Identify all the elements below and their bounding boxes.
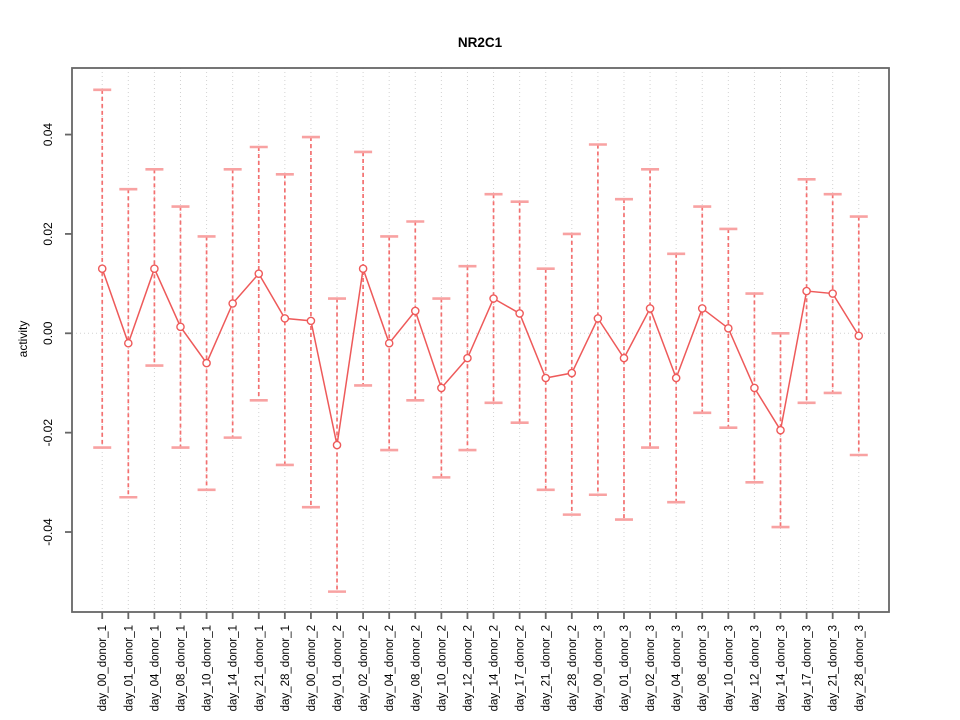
data-point bbox=[384, 338, 394, 348]
data-point bbox=[254, 269, 264, 278]
x-tick-label: day_00_donor_2 bbox=[306, 625, 318, 711]
x-tick-label: day_01_donor_1 bbox=[123, 625, 135, 711]
x-tick-label: day_17_donor_3 bbox=[802, 625, 814, 711]
data-point bbox=[332, 440, 342, 450]
data-point bbox=[802, 286, 811, 296]
x-tick-label: day_14_donor_2 bbox=[489, 625, 501, 711]
x-tick-label: day_10_donor_2 bbox=[436, 625, 448, 711]
data-point bbox=[176, 322, 185, 332]
x-tick-label: day_28_donor_3 bbox=[854, 625, 866, 711]
data-point bbox=[515, 309, 524, 318]
data-point bbox=[124, 338, 133, 348]
x-tick-label: day_21_donor_2 bbox=[541, 625, 553, 711]
data-point bbox=[776, 425, 785, 435]
data-point bbox=[437, 383, 446, 393]
series-line-layer bbox=[101, 266, 860, 446]
data-point bbox=[97, 264, 107, 274]
x-tick-label: day_28_donor_2 bbox=[567, 625, 579, 711]
x-tick-label: day_17_donor_2 bbox=[515, 625, 527, 711]
data-point bbox=[854, 331, 864, 341]
data-point bbox=[463, 353, 472, 363]
x-tick-label: day_21_donor_3 bbox=[828, 625, 840, 711]
data-point bbox=[202, 358, 211, 368]
x-tick-label: day_14_donor_3 bbox=[776, 625, 788, 711]
axes-layer bbox=[65, 67, 890, 619]
data-point bbox=[358, 264, 368, 274]
x-tick-label: day_02_donor_3 bbox=[645, 625, 657, 711]
x-tick-label: day_01_donor_2 bbox=[332, 625, 344, 711]
data-point bbox=[306, 316, 316, 326]
data-point bbox=[724, 324, 733, 333]
y-tick-label: 0.00 bbox=[41, 321, 55, 345]
data-point bbox=[541, 373, 551, 383]
x-tick-label: day_04_donor_2 bbox=[384, 625, 396, 711]
x-tick-label: day_04_donor_3 bbox=[671, 625, 683, 711]
x-tick-label: day_08_donor_2 bbox=[410, 625, 422, 711]
x-tick-label: day_10_donor_1 bbox=[202, 625, 214, 711]
x-tick-label: day_08_donor_3 bbox=[697, 625, 709, 711]
x-tick-label: day_14_donor_1 bbox=[228, 625, 240, 711]
x-tick-label: day_04_donor_1 bbox=[149, 625, 161, 711]
data-point bbox=[750, 383, 759, 393]
x-tick-label: day_01_donor_3 bbox=[619, 625, 631, 711]
data-point bbox=[150, 264, 159, 274]
x-tick-label: day_10_donor_3 bbox=[723, 625, 735, 711]
x-tick-label: day_08_donor_1 bbox=[175, 625, 187, 711]
tick-labels-layer: 0.04 0.02 0.00 -0.02 -0.04 day_00_donor_1 day_… bbox=[41, 123, 866, 712]
x-tick-label: day_21_donor_1 bbox=[254, 625, 266, 711]
data-point bbox=[593, 314, 603, 323]
data-point bbox=[228, 299, 237, 308]
data-point bbox=[828, 289, 837, 298]
x-tick-label: day_12_donor_3 bbox=[749, 625, 761, 711]
data-point bbox=[567, 368, 577, 378]
data-point bbox=[410, 306, 420, 316]
data-points-layer bbox=[97, 264, 864, 450]
y-tick-label: 0.04 bbox=[41, 123, 55, 147]
series-line bbox=[101, 266, 860, 446]
data-point bbox=[671, 373, 681, 383]
data-point bbox=[280, 314, 290, 323]
y-tick-label: -0.04 bbox=[41, 518, 55, 546]
y-tick-label: 0.02 bbox=[41, 222, 55, 246]
grid-layer bbox=[72, 68, 889, 612]
plot-border bbox=[71, 67, 890, 613]
data-point bbox=[619, 353, 629, 363]
x-tick-label: day_02_donor_2 bbox=[358, 625, 370, 711]
x-tick-label: day_12_donor_2 bbox=[462, 625, 474, 711]
y-axis-label: activity bbox=[16, 321, 30, 358]
error-bars-layer bbox=[93, 88, 868, 593]
x-tick-label: day_00_donor_3 bbox=[593, 625, 605, 711]
data-point bbox=[645, 304, 655, 313]
x-tick-label: day_28_donor_1 bbox=[280, 625, 292, 711]
chart-title: NR2C1 bbox=[458, 35, 503, 50]
y-tick-label: -0.02 bbox=[41, 419, 55, 447]
data-point bbox=[697, 304, 707, 313]
x-tick-label: day_00_donor_1 bbox=[97, 625, 109, 711]
data-point bbox=[489, 294, 498, 303]
